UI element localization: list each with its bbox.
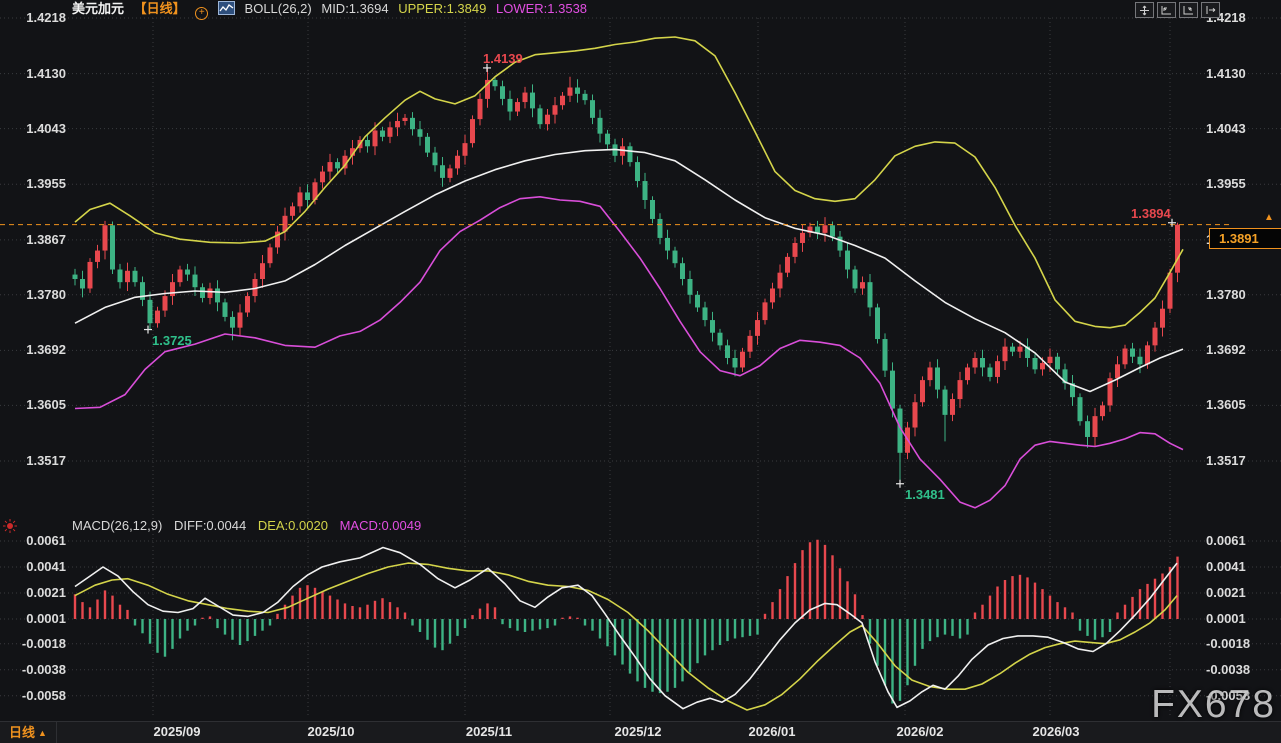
- boll-mid-value: MID:1.3694: [321, 1, 389, 16]
- period-tag: 【日线】: [133, 1, 186, 16]
- price-up-arrow-icon: ▲: [1264, 211, 1274, 223]
- macd-tick-label: 0.0021: [1206, 585, 1246, 600]
- period-dropdown-icon: ▲: [38, 728, 47, 738]
- macd-dea-value: DEA:0.0020: [257, 518, 328, 533]
- candlestick-series: [72, 67, 1180, 484]
- extreme-markers: [144, 63, 1176, 488]
- scale-axis-left-button[interactable]: [1157, 2, 1176, 18]
- price-tick-label: 1.4043: [1206, 120, 1246, 136]
- x-axis-label: 2026/03: [1032, 724, 1080, 739]
- x-axis-label: 2025/09: [153, 724, 201, 739]
- macd-tick-label: -0.0058: [21, 687, 66, 703]
- price-tick-label: 1.3955: [26, 176, 66, 192]
- macd-indicator-label: MACD(26,12,9): [72, 518, 163, 533]
- macd-diff-value: DIFF:0.0044: [173, 518, 247, 533]
- price-tick-label: 1.3605: [1206, 397, 1246, 413]
- macd-histogram: [73, 539, 1179, 704]
- price-tick-label: 1.4130: [26, 65, 66, 81]
- price-tick-label: 1.3517: [26, 453, 66, 468]
- shift-right-button[interactable]: [1201, 2, 1220, 18]
- macd-dea-line: [74, 562, 1178, 711]
- x-axis-label: 2026/02: [896, 724, 944, 739]
- macd-tick-label: 0.0061: [26, 533, 66, 548]
- brand-watermark: FX678: [1151, 683, 1276, 726]
- macd-tick-label: 0.0021: [26, 585, 66, 600]
- price-tick-label: 1.3517: [1206, 453, 1246, 468]
- macd-tick-label: 0.0041: [1206, 559, 1246, 574]
- price-tick-label: 1.4043: [26, 120, 66, 136]
- price-tick-label: 1.3780: [26, 286, 66, 302]
- price-tick-label: 1.3867: [26, 231, 66, 247]
- grid-layer: [0, 17, 1281, 716]
- boll-mid-line: [74, 148, 1184, 393]
- x-axis-label: 2025/12: [614, 724, 662, 739]
- current-price-box: 1.3891: [1209, 227, 1281, 249]
- scale-axis-right-button[interactable]: [1179, 2, 1198, 18]
- period-label: 日线: [9, 725, 36, 740]
- symbol-name: 美元加元: [72, 1, 125, 16]
- price-tick-label: 1.4130: [1206, 65, 1246, 81]
- macd-tick-label: -0.0038: [1206, 661, 1251, 677]
- macd-tick-label: -0.0018: [1206, 635, 1251, 651]
- macd-tick-label: 0.0061: [1206, 533, 1246, 548]
- macd-header: MACD(26,12,9) DIFF:0.0044 DEA:0.0020 MAC…: [72, 518, 429, 534]
- macd-tick-label: 0.0001: [1206, 611, 1246, 626]
- boll-upper-value: UPPER:1.3849: [398, 1, 487, 16]
- price-tick-label: 1.4218: [26, 10, 66, 25]
- chart-toolbar: [1135, 2, 1220, 18]
- price-tick-label: 1.3955: [1206, 176, 1246, 192]
- x-axis-label: 2025/10: [307, 724, 355, 739]
- macd-tick-label: -0.0058: [1206, 687, 1251, 703]
- x-axis-label: 2026/01: [748, 724, 796, 739]
- bottom-bar: 日线 ▲: [0, 721, 1281, 743]
- extreme-price-label: 1.3481: [905, 486, 945, 502]
- macd-tick-label: 0.0001: [26, 611, 66, 626]
- price-tick-label: 1.3692: [26, 342, 66, 358]
- main-chart-canvas[interactable]: [0, 0, 1281, 721]
- boll-lower-value: LOWER:1.3538: [495, 1, 588, 16]
- x-axis-label: 2025/11: [465, 724, 513, 739]
- chart-type-icon[interactable]: [217, 1, 235, 15]
- add-indicator-icon[interactable]: +: [195, 7, 209, 20]
- price-tick-label: 1.3780: [1206, 286, 1246, 302]
- price-tick-label: 1.3692: [1206, 342, 1246, 358]
- extreme-price-label: 1.4139: [483, 50, 523, 66]
- macd-macd-value: MACD:0.0049: [339, 518, 422, 533]
- boll-upper-line: [74, 36, 1184, 329]
- macd-tick-label: -0.0018: [21, 635, 66, 651]
- move-tool-button[interactable]: [1135, 2, 1154, 18]
- macd-diff-line: [74, 546, 1178, 710]
- boll-lower-line: [74, 196, 1184, 509]
- macd-tick-label: 0.0041: [26, 559, 66, 574]
- period-selector[interactable]: 日线 ▲: [0, 722, 57, 743]
- extreme-price-label: 1.3894: [1131, 205, 1171, 221]
- macd-tick-label: -0.0038: [21, 661, 66, 677]
- price-header: 美元加元 【日线】 + BOLL(26,2) MID:1.3694 UPPER:…: [72, 1, 593, 20]
- extreme-price-label: 1.3725: [152, 332, 192, 348]
- boll-indicator-label: BOLL(26,2): [244, 1, 312, 16]
- price-tick-label: 1.3605: [26, 397, 66, 413]
- indicator-settings-icon[interactable]: [2, 518, 18, 534]
